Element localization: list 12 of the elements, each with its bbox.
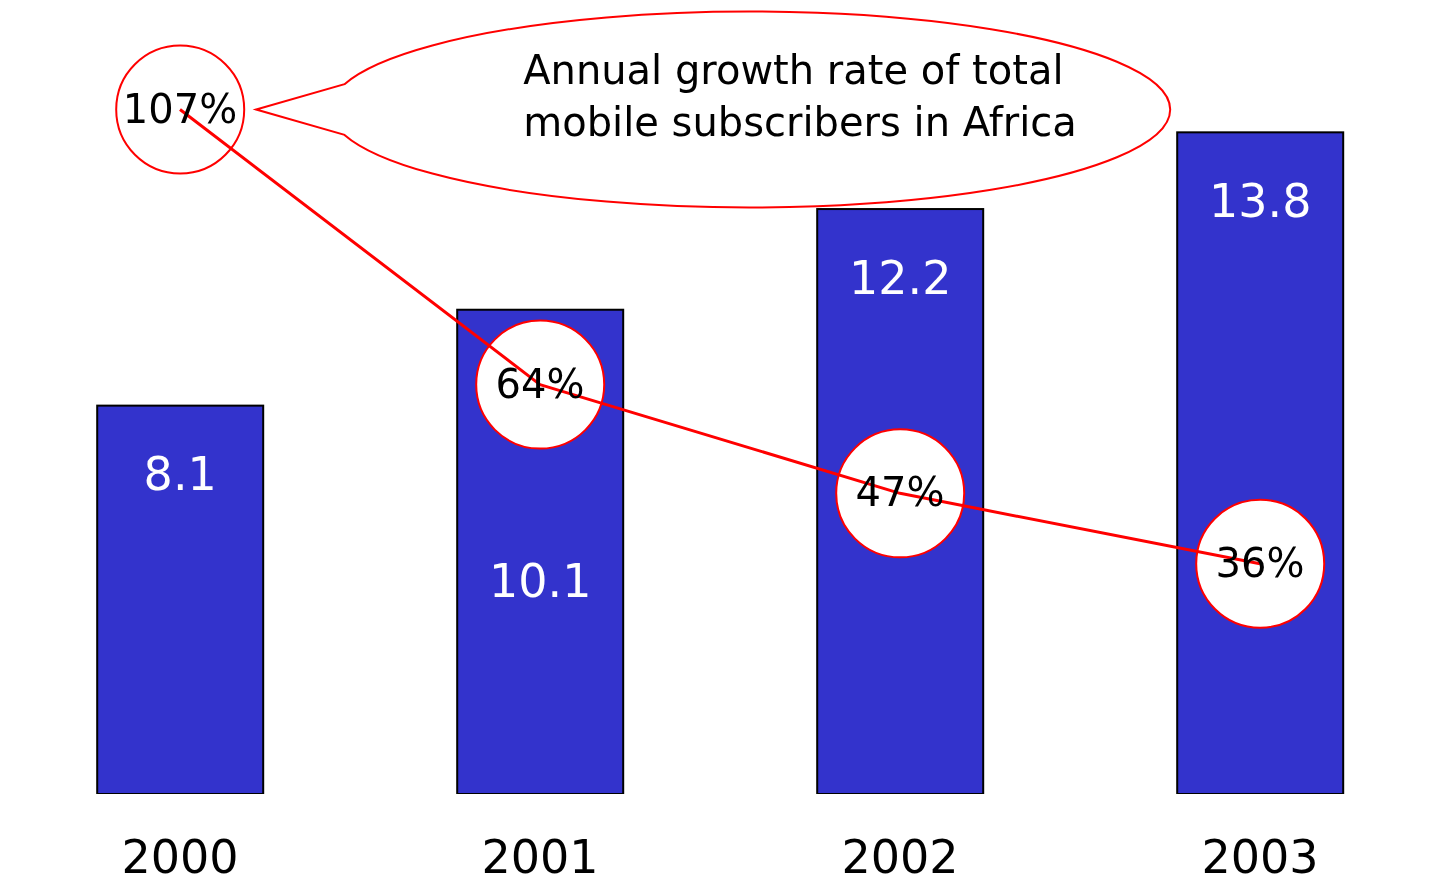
data-label: 8.1 xyxy=(143,447,217,502)
bar xyxy=(96,404,265,794)
x-tick-label: 2002 xyxy=(841,829,959,884)
x-tick-label: 2000 xyxy=(121,829,239,884)
data-label: 12.2 xyxy=(848,250,952,305)
x-tick-label: 2001 xyxy=(481,829,599,884)
annotation: Annual growth rate of total mobile subscribers in Africa xyxy=(523,46,1077,145)
data-label: 107% xyxy=(122,85,238,132)
data-label: 13.8 xyxy=(1208,173,1312,228)
data-label: 36% xyxy=(1215,539,1305,586)
data-label: 10.1 xyxy=(488,554,592,609)
x-tick-label: 2003 xyxy=(1201,829,1319,884)
